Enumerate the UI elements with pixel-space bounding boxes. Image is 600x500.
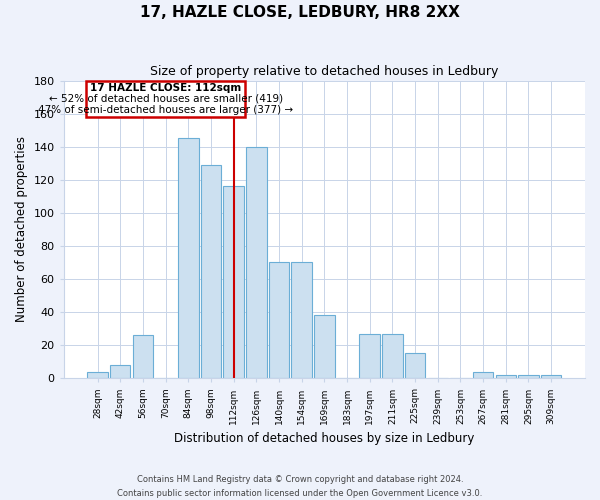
Text: Contains HM Land Registry data © Crown copyright and database right 2024.
Contai: Contains HM Land Registry data © Crown c… <box>118 476 482 498</box>
Bar <box>541 375 562 378</box>
Bar <box>473 372 493 378</box>
FancyBboxPatch shape <box>86 80 245 117</box>
Bar <box>382 334 403 378</box>
Bar <box>405 354 425 378</box>
Bar <box>178 138 199 378</box>
Text: 17 HAZLE CLOSE: 112sqm: 17 HAZLE CLOSE: 112sqm <box>90 83 241 93</box>
Bar <box>496 375 516 378</box>
Bar <box>223 186 244 378</box>
X-axis label: Distribution of detached houses by size in Ledbury: Distribution of detached houses by size … <box>174 432 475 445</box>
Bar <box>246 146 266 378</box>
Title: Size of property relative to detached houses in Ledbury: Size of property relative to detached ho… <box>150 65 499 78</box>
Bar <box>359 334 380 378</box>
Bar <box>201 165 221 378</box>
Bar <box>110 365 130 378</box>
Text: ← 52% of detached houses are smaller (419): ← 52% of detached houses are smaller (41… <box>49 93 283 103</box>
Y-axis label: Number of detached properties: Number of detached properties <box>15 136 28 322</box>
Bar <box>269 262 289 378</box>
Bar <box>292 262 312 378</box>
Bar <box>314 316 335 378</box>
Bar <box>133 336 153 378</box>
Text: 47% of semi-detached houses are larger (377) →: 47% of semi-detached houses are larger (… <box>38 104 293 115</box>
Bar <box>518 375 539 378</box>
Text: 17, HAZLE CLOSE, LEDBURY, HR8 2XX: 17, HAZLE CLOSE, LEDBURY, HR8 2XX <box>140 5 460 20</box>
Bar <box>88 372 108 378</box>
